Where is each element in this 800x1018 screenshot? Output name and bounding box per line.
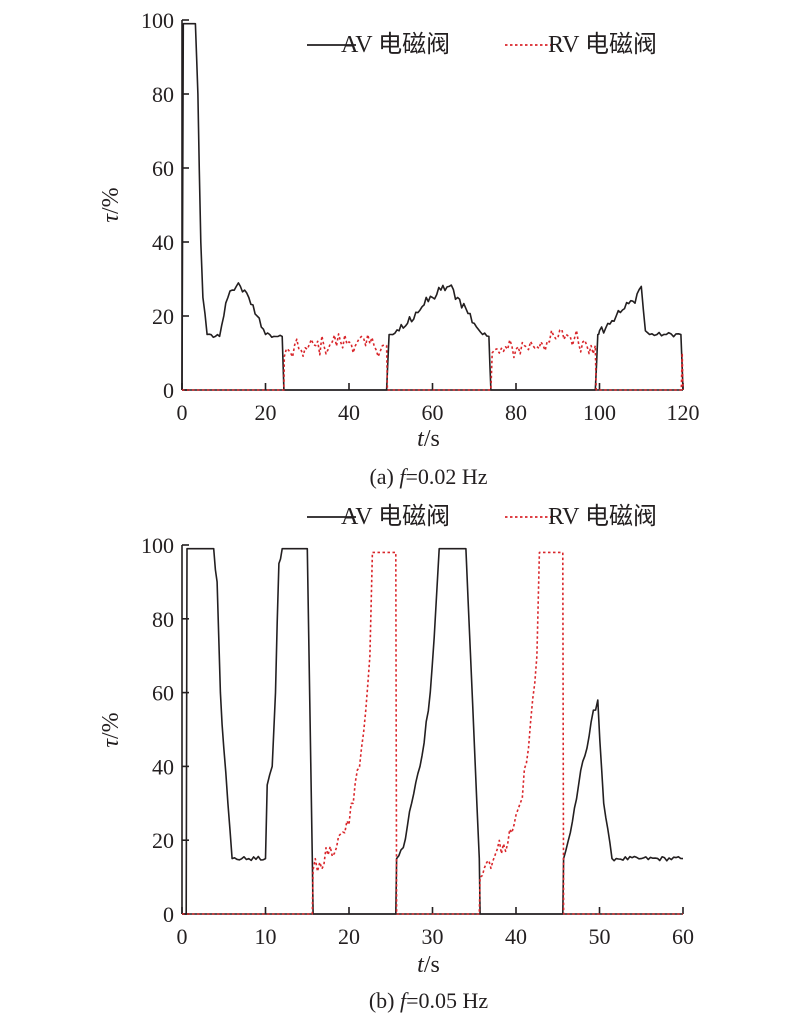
chart-caption: (b) f=0.05 Hz: [369, 988, 489, 1013]
y-tick-label: 40: [152, 754, 174, 779]
y-axis-variable: τ: [98, 213, 124, 223]
y-tick-label: 20: [152, 304, 174, 329]
chart-panel-a: 0 20 40 60 80 100 0 20 40 60 80 100 120 t/s τ/% (a) f=0…: [98, 8, 700, 489]
y-axis-variable: τ: [98, 738, 124, 748]
legend-label-av: AV 电磁阀: [341, 503, 450, 530]
x-tick-label: 60: [672, 924, 694, 949]
x-tick-label: 20: [255, 400, 277, 425]
x-axis-unit: /s: [424, 426, 440, 452]
y-tick-label: 60: [152, 681, 174, 706]
series-line-av: [181, 22, 684, 391]
x-tick-label: 30: [422, 924, 444, 949]
x-tick-label: 100: [583, 400, 616, 425]
legend-label-rv: RV 电磁阀: [548, 31, 657, 58]
x-tick-label: 50: [589, 924, 611, 949]
x-axis-unit: /s: [424, 952, 440, 978]
x-tick-label: 0: [177, 400, 188, 425]
y-axis-unit: /%: [98, 712, 124, 739]
y-tick-label: 40: [152, 230, 174, 255]
y-axis-unit: /%: [98, 187, 124, 214]
y-tick-label: 20: [152, 828, 174, 853]
x-tick-label: 40: [505, 924, 527, 949]
x-tick-label: 60: [422, 400, 444, 425]
x-tick-label: 10: [255, 924, 277, 949]
series-line-av: [182, 547, 684, 915]
x-tick-label: 120: [667, 400, 700, 425]
x-tick-label: 80: [505, 400, 527, 425]
x-tick-label: 20: [338, 924, 360, 949]
x-tick-label: 40: [338, 400, 360, 425]
series-line-rv: [182, 551, 683, 915]
caption-suffix: =0.02 Hz: [405, 464, 487, 489]
y-tick-label: 100: [141, 8, 174, 33]
chart-caption: (a) f=0.02 Hz: [369, 464, 487, 489]
legend-label-av: AV 电磁阀: [341, 31, 450, 58]
caption-prefix: (a): [369, 464, 399, 489]
legend-label-rv: RV 电磁阀: [548, 503, 657, 530]
caption-prefix: (b): [369, 988, 400, 1013]
caption-variable: f: [399, 464, 408, 489]
y-tick-label: 80: [152, 82, 174, 107]
y-tick-label: 0: [163, 378, 174, 403]
x-tick-label: 0: [177, 924, 188, 949]
series-line-rv: [182, 328, 684, 391]
caption-variable: f: [400, 988, 409, 1013]
y-tick-label: 100: [141, 533, 174, 558]
chart-panel-b: 0 20 40 60 80 100 0 10 20 30 40 50 60 t/s τ/% (b) f=0.0…: [98, 503, 694, 1013]
y-tick-label: 0: [163, 902, 174, 927]
y-axis-label: τ/%: [98, 712, 124, 747]
x-axis-label: t/s: [417, 426, 440, 452]
y-tick-label: 80: [152, 607, 174, 632]
x-axis-variable: t: [417, 952, 425, 978]
y-tick-label: 60: [152, 156, 174, 181]
y-axis-label: τ/%: [98, 187, 124, 222]
caption-suffix: =0.05 Hz: [406, 988, 488, 1013]
x-axis-variable: t: [417, 426, 425, 452]
x-axis-label: t/s: [417, 952, 440, 978]
